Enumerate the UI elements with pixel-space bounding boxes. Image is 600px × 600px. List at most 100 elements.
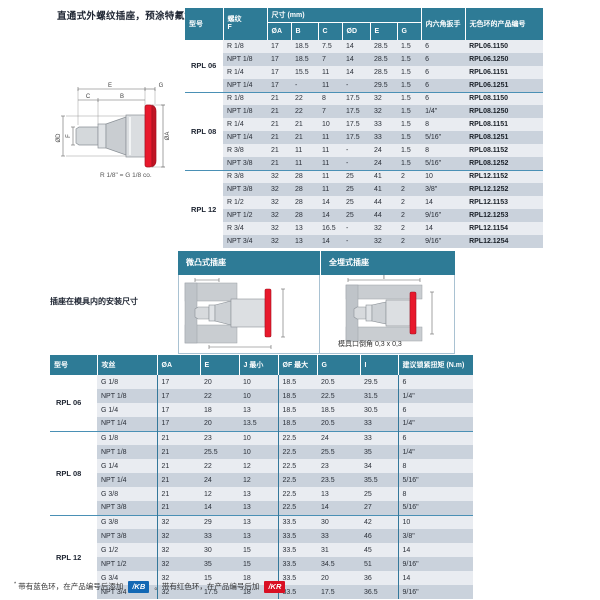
col-header-thread: 螺纹 F	[223, 8, 268, 40]
part-number-cell: RPL08.1250	[465, 105, 544, 118]
cell: 41	[370, 169, 397, 183]
cell: 17	[156, 389, 200, 403]
cell: 1.5	[397, 105, 422, 118]
cell: 1.5	[397, 118, 422, 131]
col-header-g: G	[397, 22, 422, 40]
col-header-g: G	[317, 355, 361, 375]
cell: 17.5	[342, 91, 370, 105]
table-row: R 1/2 32 28 14 25 44 2 14 RPL12.1153	[185, 196, 544, 209]
cell: 24	[370, 157, 397, 170]
table-row: NPT 1/8 21 22 7 17.5 32 1.5 1/4" RPL08.1250	[185, 105, 544, 118]
cell: 1/4"	[421, 105, 466, 118]
dim-label-f: F	[66, 134, 72, 138]
cell: 32	[156, 529, 200, 543]
cell: 17.5	[342, 118, 370, 131]
panel-protruding	[179, 275, 320, 353]
cell: 21	[291, 118, 318, 131]
cell: 1.5	[397, 66, 422, 79]
cell: R 3/4	[223, 222, 267, 235]
col-header-j-min: J 最小	[239, 355, 279, 375]
model-label: RPL 08	[50, 430, 97, 515]
dim-label-od: ØD	[56, 133, 62, 143]
cell: NPT 1/4	[223, 131, 267, 144]
cell: R 1/4	[223, 66, 267, 79]
cell: 23.5	[317, 473, 360, 487]
cell: 6	[421, 91, 466, 105]
cell: 10	[239, 389, 278, 403]
cell: 14	[200, 501, 239, 515]
part-number-cell: RPL12.1252	[465, 183, 544, 196]
cell: 21	[156, 487, 200, 501]
cell: 31	[317, 543, 360, 557]
connector-drawing: E G C B ØD F ØA	[56, 83, 171, 168]
col-header-of-max: ØF 最大	[277, 355, 318, 375]
part-number-cell: RPL08.1252	[465, 157, 544, 170]
cell: 14	[421, 222, 466, 235]
table-row: NPT 1/4 21 21 11 17.5 33 1.5 5/16" RPL08.1251	[185, 131, 544, 144]
cell: NPT 1/2	[223, 209, 267, 222]
cell: 18.5	[277, 403, 317, 417]
cell: 21	[156, 473, 200, 487]
torque-cell: 9/16"	[397, 585, 473, 599]
cell: 16.5	[318, 222, 342, 235]
torque-cell: 10	[397, 514, 473, 529]
model-label: RPL 08	[185, 91, 223, 170]
cell: 21	[156, 459, 200, 473]
cell: 32	[156, 514, 200, 529]
cell: 21	[156, 445, 200, 459]
table-row: R 1/4 17 15.5 11 14 28.5 1.5 6 RPL06.1151	[185, 66, 544, 79]
col-header-e: E	[200, 355, 240, 375]
cell: 14	[342, 66, 370, 79]
mounting-table-body: RPL 06 G 1/8 17 20 10 18.5 20.5 29.5 6 NPT 1/8 17 2…	[50, 375, 473, 599]
table-row: G 3/4 32 15 18 33.5 20 36 14	[50, 571, 473, 585]
part-number-cell: RPL08.1151	[465, 118, 544, 131]
cell: NPT 1/4	[97, 417, 157, 431]
cell: 6	[421, 40, 466, 53]
table-row: R 3/4 32 13 16.5-32 2 14 RPL12.1154	[185, 222, 544, 235]
cell: -	[342, 157, 370, 170]
cell: 15.5	[291, 66, 318, 79]
dimensions-table-body: RPL 06 R 1/8 17 18.5 7.5 14 28.5 1.5 6 RPL06.1150…	[185, 40, 544, 248]
table-row: NPT 1/2 32 35 15 33.5 34.5 51 9/16"	[50, 557, 473, 571]
torque-cell: 1/4"	[397, 417, 473, 431]
drawing-caption: R 1/8" = G 1/8 co.	[100, 172, 152, 179]
cell: 33.5	[277, 557, 317, 571]
table-row: NPT 3/8 21 14 13 22.5 14 27 5/16"	[50, 501, 473, 515]
cell: 11	[291, 144, 318, 157]
cell: 13	[317, 487, 360, 501]
table-row: NPT 1/4 17-11-29.5 1.5 6 RPL06.1251	[185, 79, 544, 92]
cell: NPT 1/8	[223, 53, 267, 66]
cell: 22	[291, 105, 318, 118]
cell: 51	[360, 557, 398, 571]
cell: 28.5	[370, 40, 397, 53]
cell: 41	[370, 183, 397, 196]
cell: 30	[200, 543, 239, 557]
cell: 11	[318, 79, 342, 92]
cell: 33	[200, 529, 239, 543]
footnote-asterisk: *	[14, 581, 17, 588]
cell: 17	[156, 417, 200, 431]
model-label: RPL 06	[50, 375, 97, 431]
footnote: * 带有蓝色环，在产品编号后添加 /KB 。带有红色环，在产品编号后加 /KR	[14, 581, 288, 593]
cell: 1.5	[397, 91, 422, 105]
cell: 28	[291, 183, 318, 196]
cell: 9/16"	[421, 209, 466, 222]
cell: 35.5	[360, 473, 398, 487]
cell: G 3/8	[97, 514, 157, 529]
cell: 21	[267, 144, 291, 157]
cell: 14	[317, 501, 360, 515]
cell: 32	[156, 557, 200, 571]
cell: R 3/8	[223, 144, 267, 157]
cell: 33	[370, 118, 397, 131]
part-number-cell: RPL06.1251	[465, 79, 544, 92]
cell: 28.5	[370, 53, 397, 66]
cell: 11	[318, 131, 342, 144]
torque-cell: 14	[397, 571, 473, 585]
dim-label-i: I	[383, 275, 385, 281]
cell: NPT 1/4	[97, 473, 157, 487]
cell: 29.5	[370, 79, 397, 92]
panel-title-recessed: 全埋式插座	[321, 251, 455, 275]
cell: 32	[267, 196, 291, 209]
cell: 15	[239, 543, 278, 557]
col-header-hex: 内六角扳手	[421, 8, 466, 40]
